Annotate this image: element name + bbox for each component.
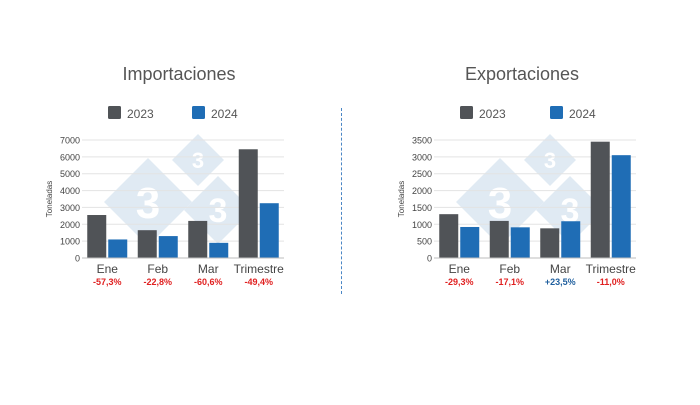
- y-tick-label: 1500: [412, 203, 432, 213]
- chart-title: Exportaciones: [465, 64, 579, 84]
- watermark-digit: 3: [209, 192, 228, 230]
- y-tick-label: 1000: [412, 220, 432, 230]
- bar-2024-feb: [158, 236, 178, 258]
- change-label: -11,0%: [597, 277, 625, 287]
- exports-chart-panel: Exportaciones 2023 2024 3 3 3 0 500 1000 1500 2000…: [352, 0, 692, 400]
- change-label: -17,1%: [495, 277, 524, 287]
- legend-swatch-2024: [550, 106, 563, 119]
- x-tick-label: Trimestre: [586, 262, 637, 276]
- y-axis-label: Toneladas: [397, 181, 406, 217]
- change-label: +23,5%: [545, 277, 576, 287]
- y-tick-label: 3000: [412, 152, 432, 162]
- change-label: -49,4%: [244, 277, 273, 287]
- y-tick-label: 0: [75, 254, 80, 264]
- imports-chart-panel: Importaciones 2023 2024 3 3 3 0 1000 2000 3000 400…: [0, 0, 340, 400]
- x-tick-label: Ene: [97, 262, 119, 276]
- bar-2023-trimestre: [590, 141, 610, 258]
- y-tick-label: 5000: [60, 169, 80, 179]
- y-tick-label: 7000: [60, 136, 80, 146]
- legend-swatch-2023: [460, 106, 473, 119]
- bar-2023-trimestre: [238, 149, 258, 258]
- legend-label-2023: 2023: [479, 107, 506, 121]
- x-tick-label: Trimestre: [234, 262, 285, 276]
- panel-divider: [341, 108, 342, 294]
- bar-2024-trimestre: [611, 155, 631, 258]
- y-tick-label: 2500: [412, 169, 432, 179]
- y-tick-label: 2000: [412, 186, 432, 196]
- watermark-diamond: [524, 134, 576, 186]
- watermark-digit: 3: [488, 179, 512, 228]
- x-tick-label: Feb: [147, 262, 168, 276]
- y-tick-label: 3000: [60, 203, 80, 213]
- x-tick-label: Feb: [499, 262, 520, 276]
- watermark-digit: 3: [561, 192, 580, 230]
- bar-2023-ene: [439, 214, 459, 258]
- watermark-digit: 3: [192, 148, 204, 173]
- chart-title: Importaciones: [122, 64, 235, 84]
- x-tick-label: Mar: [198, 262, 219, 276]
- x-tick-label: Mar: [550, 262, 571, 276]
- bar-2023-mar: [188, 220, 208, 258]
- bar-2023-ene: [87, 215, 107, 258]
- bar-2024-ene: [460, 226, 480, 258]
- watermark-digit: 3: [136, 179, 160, 228]
- legend-label-2023: 2023: [127, 107, 154, 121]
- bar-2024-mar: [561, 221, 581, 258]
- y-tick-label: 0: [427, 254, 432, 264]
- watermark-diamond: [536, 176, 604, 244]
- bar-2024-ene: [108, 239, 128, 258]
- bar-2024-mar: [209, 242, 229, 258]
- y-tick-label: 6000: [60, 152, 80, 162]
- change-label: -60,6%: [194, 277, 223, 287]
- y-tick-label: 500: [417, 237, 432, 247]
- watermark-digit: 3: [544, 148, 556, 173]
- change-label: -22,8%: [143, 277, 172, 287]
- change-label: -29,3%: [445, 277, 474, 287]
- legend-swatch-2024: [192, 106, 205, 119]
- y-axis-label: Toneladas: [45, 181, 54, 217]
- bar-2024-feb: [510, 227, 530, 258]
- bar-2023-feb: [137, 230, 157, 258]
- bar-2023-feb: [489, 220, 509, 258]
- change-label: -57,3%: [93, 277, 122, 287]
- legend-label-2024: 2024: [211, 107, 238, 121]
- watermark-logo: 333: [104, 134, 252, 246]
- y-tick-label: 4000: [60, 186, 80, 196]
- x-tick-label: Ene: [449, 262, 471, 276]
- y-tick-label: 2000: [60, 220, 80, 230]
- y-tick-label: 3500: [412, 136, 432, 146]
- bar-2023-mar: [540, 228, 560, 258]
- legend-swatch-2023: [108, 106, 121, 119]
- bar-2024-trimestre: [259, 203, 279, 258]
- legend-label-2024: 2024: [569, 107, 596, 121]
- watermark-diamond: [172, 134, 224, 186]
- y-tick-label: 1000: [60, 237, 80, 247]
